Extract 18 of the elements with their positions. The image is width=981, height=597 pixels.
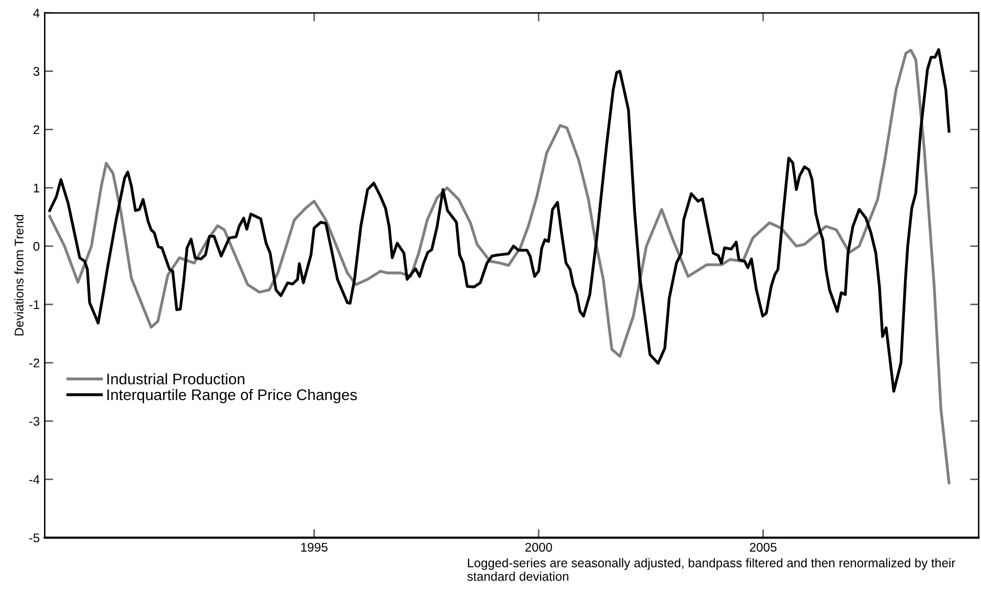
y-tick-label: -3 bbox=[29, 416, 40, 426]
y-tick-label: 3 bbox=[33, 67, 40, 76]
legend-label: Interquartile Range of Price Changes bbox=[107, 388, 357, 404]
x-tick-label: 2000 bbox=[525, 542, 552, 552]
x-tick-label: 2005 bbox=[750, 542, 777, 552]
y-tick-label: -5 bbox=[29, 534, 40, 542]
legend-label: Industrial Production bbox=[107, 373, 244, 384]
y-tick-label: 1 bbox=[34, 184, 40, 192]
x-tick-label: 1995 bbox=[301, 542, 328, 552]
y-tick-label: 0 bbox=[33, 242, 40, 251]
y-tick-label: -2 bbox=[29, 358, 40, 368]
line-series bbox=[48, 48, 950, 484]
y-tick-label: -4 bbox=[29, 475, 40, 484]
y-tick-label: 2 bbox=[34, 125, 40, 134]
y-axis-title: Deviations from Trend bbox=[14, 214, 24, 336]
y-tick-label: 4 bbox=[33, 8, 40, 18]
y-tick-label: -1 bbox=[29, 300, 40, 309]
text: Logged-series are seasonally adjusted, bandpass filtered and then renormalized by their standard deviation bbox=[467, 558, 956, 581]
